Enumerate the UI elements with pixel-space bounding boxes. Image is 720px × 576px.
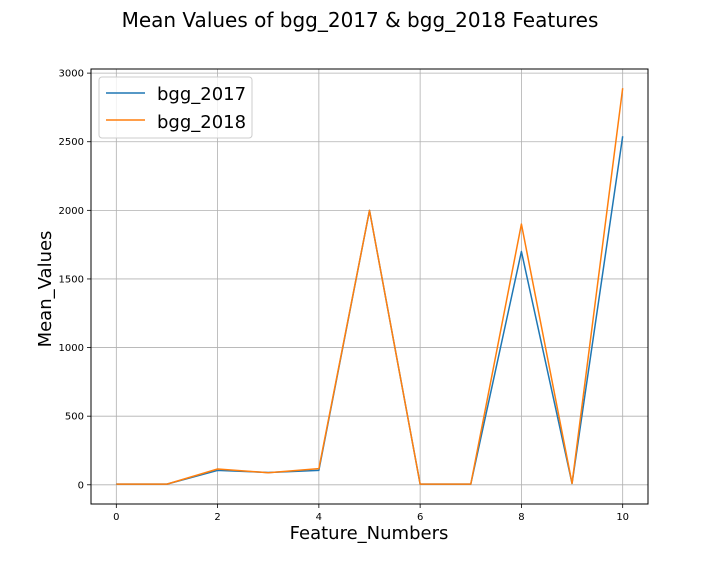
x-tick-label: 2 [214,512,220,523]
series-lines [116,88,624,485]
x-tick-label: 4 [316,512,322,523]
y-tick-label: 1500 [59,274,84,285]
grid [91,69,648,504]
y-axis-label: Mean_Values [35,231,56,348]
y-tick-label: 3000 [59,69,84,80]
x-tick-label: 6 [417,512,423,523]
y-tick-label: 0 [78,480,84,491]
plot-frame [90,68,649,505]
x-axis-label: Feature_Numbers [290,523,449,544]
x-tick-label: 0 [113,512,119,523]
x-tick-label: 8 [518,512,524,523]
y-tick-label: 1000 [59,343,84,354]
x-tick-label: 10 [616,512,629,523]
x-ticks: 0 2 4 6 8 10 [113,504,629,523]
legend-label-bgg-2018: bgg_2018 [157,112,246,133]
chart-title: Mean Values of bgg_2017 & bgg_2018 Featu… [122,8,599,32]
series-line-bgg-2017 [116,136,624,485]
y-ticks: 0 500 1000 1500 2000 2500 3000 [59,69,91,491]
legend: bgg_2017 bgg_2018 [98,76,253,139]
series-line-bgg-2018 [116,88,624,485]
legend-label-bgg-2017: bgg_2017 [157,84,246,105]
y-tick-label: 2000 [59,206,84,217]
y-tick-label: 2500 [59,137,84,148]
y-tick-label: 500 [65,412,84,423]
